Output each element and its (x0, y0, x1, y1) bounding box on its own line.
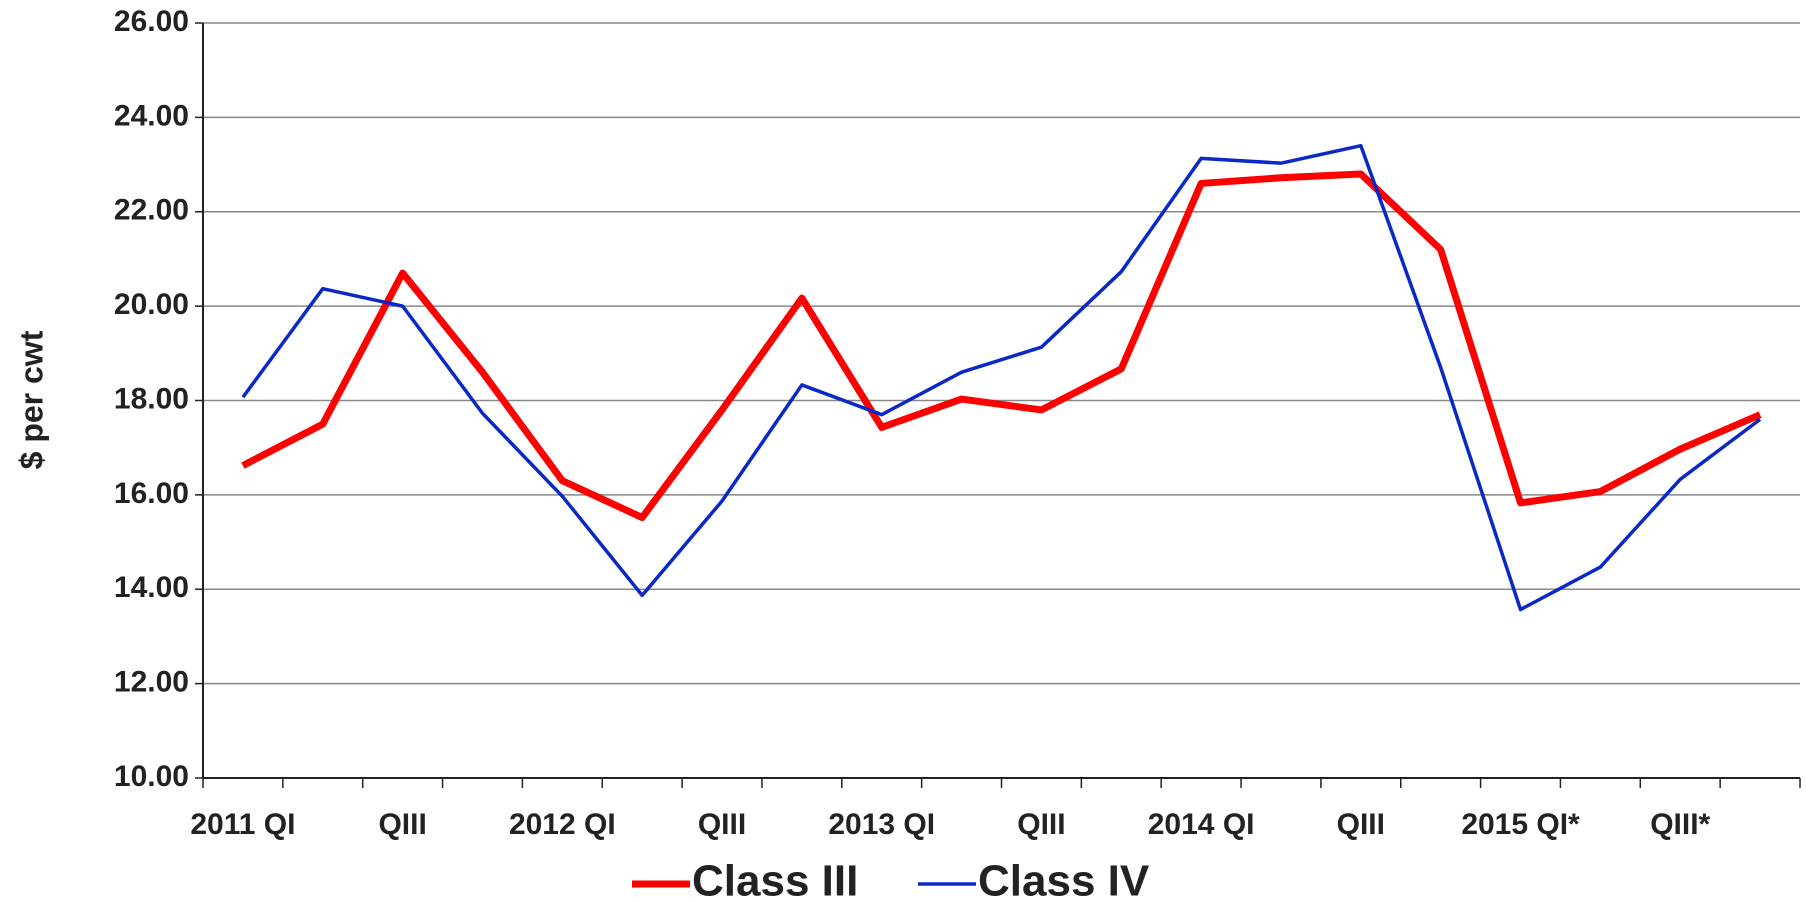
x-tick-label: QIII (1337, 808, 1385, 841)
legend-label: Class III (692, 857, 858, 902)
x-tick-label: QIII (378, 808, 426, 841)
y-tick-label: 24.00 (114, 99, 189, 132)
y-tick-label: 22.00 (114, 194, 189, 227)
series-line (241, 170, 1762, 522)
y-tick-label: 20.00 (114, 288, 189, 321)
y-axis-title: $ per cwt (13, 330, 49, 469)
x-tick-label: 2012 QI (509, 808, 616, 841)
x-tick-label: QIII (1017, 808, 1065, 841)
series-line (241, 143, 1762, 612)
x-tick-label: 2013 QI (828, 808, 935, 841)
y-tick-label: 16.00 (114, 477, 189, 510)
x-tick-label: 2014 QI (1148, 808, 1255, 841)
y-tick-label: 12.00 (114, 666, 189, 699)
x-tick-label: QIII* (1650, 808, 1710, 841)
x-tick-label: QIII (698, 808, 746, 841)
legend-label: Class IV (978, 857, 1150, 902)
x-tick-label: 2011 QI (190, 808, 295, 841)
y-tick-label: 18.00 (114, 382, 189, 415)
y-tick-label: 26.00 (114, 5, 189, 38)
x-tick-label: 2015 QI* (1461, 808, 1580, 841)
y-tick-label: 14.00 (114, 571, 189, 604)
y-tick-label: 10.00 (114, 760, 189, 793)
